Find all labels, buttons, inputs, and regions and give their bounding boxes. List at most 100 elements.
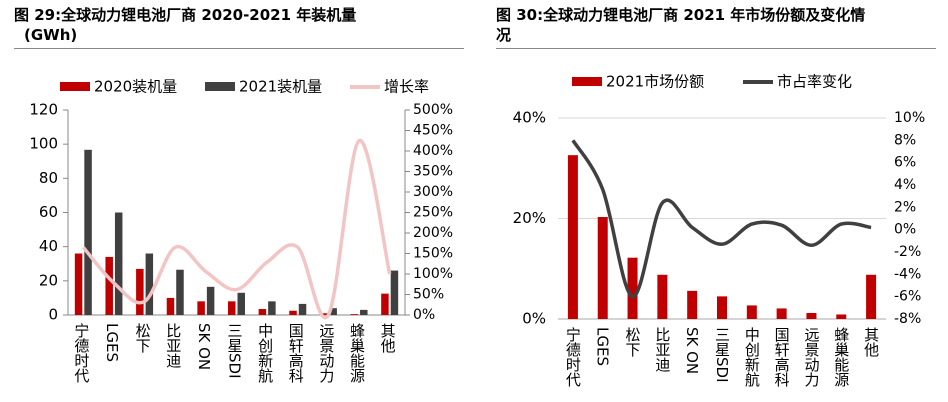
bar-share-2: [627, 257, 638, 319]
bar-2020-0: [74, 253, 83, 315]
x-category-label: LGES: [594, 327, 612, 366]
bar-2021-6: [268, 301, 276, 315]
y-tick-label-left: 60: [39, 203, 58, 221]
chart-panel-installed-capacity: 图 29:全球动力锂电池厂商 2020-2021 年装机量 (GWh) 0 20 4…: [14, 6, 464, 385]
x-category-label: 蜂巢能源: [348, 323, 366, 383]
x-category-label: 中创新航: [256, 323, 274, 384]
y-tick-label-right: 300%: [413, 184, 453, 200]
y-tick-label-right: 250%: [413, 205, 453, 221]
bar-share-9: [836, 314, 847, 319]
y-tick-label-right: -6%: [894, 289, 921, 305]
y-tick-label-left: 20%: [513, 209, 546, 227]
bar-2021-9: [360, 309, 368, 315]
y-tick-label-right: 50%: [413, 287, 444, 303]
y-tick-label-right: 400%: [413, 143, 453, 159]
y-tick-label-right: -4%: [894, 266, 921, 282]
y-tick-label-left: 80: [39, 169, 58, 187]
bar-2020-9: [350, 314, 359, 315]
y-tick-label-right: 10%: [894, 110, 925, 126]
bar-2020-8: [319, 313, 328, 315]
x-category-label: SK ON: [195, 323, 213, 370]
y-tick-label-right: 6%: [894, 155, 916, 171]
bar-2020-4: [197, 301, 205, 315]
legend-label-2021: 2021装机量: [239, 78, 322, 96]
y-tick-label-right: 2%: [894, 199, 916, 215]
x-category-label: 蜂巢能源: [832, 327, 850, 387]
bar-share-10: [866, 274, 877, 319]
legend-swatch-2020: [60, 82, 90, 91]
y-tick-label-left: 0: [48, 306, 58, 324]
bar-2021-2: [145, 253, 154, 315]
title-divider: [14, 48, 464, 49]
bar-2021-3: [176, 269, 184, 315]
x-category-label: 国轩高科: [287, 323, 305, 383]
y-tick-label-left: 100: [29, 135, 58, 153]
bar-share-5: [717, 296, 727, 319]
y-tick-label-right: 100%: [413, 266, 453, 282]
legend-label-share: 2021市场份额: [606, 73, 704, 91]
title-divider: [496, 48, 936, 49]
chart-title-line1: 图 29:全球动力锂电池厂商 2020-2021 年装机量: [14, 6, 357, 24]
x-category-label: 宁德时代: [72, 323, 90, 384]
y-tick-label-left: 120: [29, 101, 58, 119]
growth-rate-line: [81, 138, 392, 320]
share-change-line: [571, 139, 872, 299]
bar-2021-4: [206, 286, 215, 315]
bar-2020-1: [105, 256, 113, 315]
x-category-label: 远景动力: [317, 323, 335, 384]
bar-share-8: [806, 312, 817, 319]
x-category-label: 国轩高科: [773, 327, 791, 387]
legend-swatch-2021: [205, 82, 235, 91]
bar-share-6: [746, 305, 757, 319]
bar-share-4: [687, 290, 698, 319]
chart-title-line2: 况: [496, 26, 512, 44]
y-tick-label-right: -8%: [894, 311, 921, 327]
legend-label-change: 市占率变化: [777, 73, 852, 91]
bar-2021-8: [329, 308, 337, 315]
y-tick-label-left: 20: [39, 271, 58, 289]
y-tick-label-right: 200%: [413, 225, 453, 241]
bar-share-0: [567, 155, 578, 319]
x-category-label: 比亚迪: [653, 327, 671, 373]
x-category-label: 宁德时代: [564, 327, 582, 388]
y-tick-label-right: 0%: [413, 307, 435, 323]
y-tick-label-right: 150%: [413, 246, 453, 262]
bar-2021-1: [114, 212, 123, 315]
chart-panel-market-share: 图 30:全球动力锂电池厂商 2021 年市场份额及变化情 况 0% 20% 40%…: [474, 0, 948, 402]
bar-2020-10: [381, 293, 389, 315]
bar-2021-5: [237, 292, 245, 315]
x-category-label: 三星SDI: [713, 327, 731, 383]
x-category-label: 松下: [624, 327, 642, 357]
y-tick-label-right: 350%: [413, 164, 453, 180]
bar-2020-3: [166, 297, 175, 315]
chart-title-line1: 图 30:全球动力锂电池厂商 2021 年市场份额及变化情: [496, 6, 866, 24]
y-tick-label-right: 4%: [894, 177, 916, 193]
x-category-label: 其他: [379, 323, 397, 354]
chart-title-line2: (GWh): [24, 26, 78, 44]
x-category-label: 三星SDI: [226, 323, 244, 379]
bar-2021-7: [298, 303, 307, 315]
x-category-label: SK ON: [683, 327, 701, 374]
bar-2020-6: [258, 309, 267, 315]
bar-2021-10: [390, 270, 399, 315]
bar-share-7: [776, 308, 787, 319]
y-tick-label-right: 450%: [413, 123, 453, 139]
y-tick-label-left: 40%: [513, 109, 546, 127]
bar-2021-0: [84, 149, 92, 315]
y-tick-label-left: 0%: [522, 310, 546, 328]
x-category-label: 远景动力: [802, 327, 820, 388]
y-tick-label-right: -2%: [894, 244, 921, 260]
y-tick-label-left: 40: [39, 237, 58, 255]
x-category-label: 其他: [862, 327, 880, 358]
y-tick-label-right: 0%: [894, 222, 916, 238]
installed-capacity-chart: 0 20 40 60 80 100 120 0% 50% 100% 150% 200% 250% 300%…: [29, 78, 453, 385]
y-tick-label-right: 8%: [894, 132, 916, 148]
x-category-label: 比亚迪: [164, 323, 182, 369]
legend-swatch-share: [572, 77, 602, 86]
legend-label-growth: 增长率: [384, 78, 429, 96]
bar-share-1: [597, 216, 608, 319]
market-share-chart: 0% 20% 40% -8% -6% -4% -2% 0% 2% 4% 6% 8% 10% 宁德时代 LGE…: [513, 73, 925, 389]
x-category-label: 中创新航: [743, 327, 761, 388]
bar-2020-5: [228, 301, 236, 315]
bar-share-3: [657, 274, 668, 319]
